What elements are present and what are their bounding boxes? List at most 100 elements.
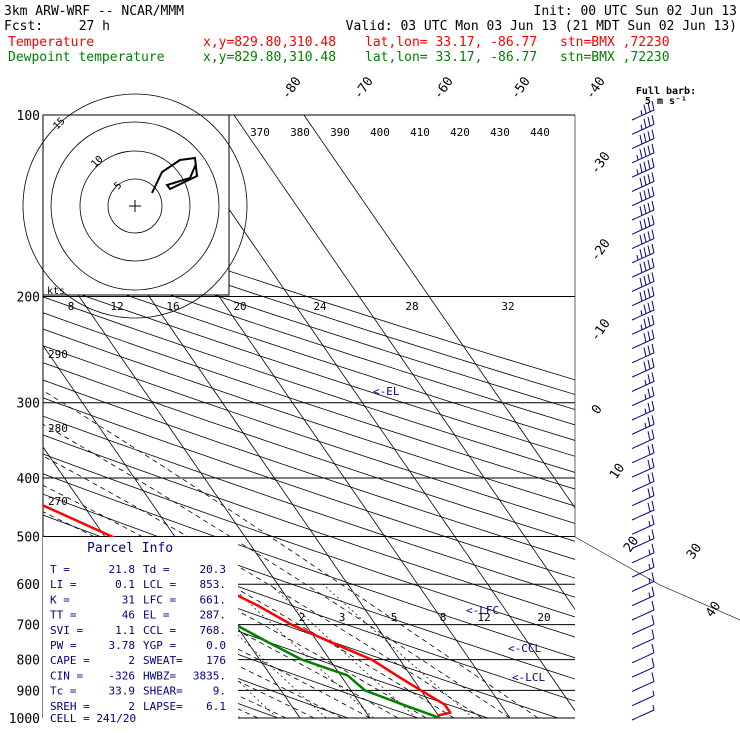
parcel-row-value: 1.1 <box>115 624 135 637</box>
parcel-row-value: 0.0 <box>206 639 226 652</box>
isotherm-line <box>43 243 371 718</box>
init-time: Init: 00 UTC Sun 02 Jun 13 <box>534 4 738 19</box>
wind-barb <box>631 529 655 550</box>
parcel-info-panel: Parcel Info T = 21.8 Td = 20.3 LI = 0.1 LCL = 8… <box>43 537 238 725</box>
dewpoint-profile <box>43 537 441 718</box>
temperature-xy: x,y=829.80,310.48 <box>203 35 336 50</box>
pressure-tick-label: 200 <box>17 291 40 306</box>
parcel-row-label: SHEAR= <box>143 685 183 698</box>
mixing-ratio-label: 2 <box>299 611 306 624</box>
wind-barb <box>631 186 655 207</box>
isotherm-label: -80 <box>279 74 305 102</box>
parcel-row-value: 3835. <box>193 669 226 682</box>
wind-barb <box>631 215 655 235</box>
parcel-row-value: -326 <box>109 669 136 682</box>
parcel-row-value: 853. <box>200 578 227 591</box>
parcel-row-label: CIN = <box>50 669 83 682</box>
wind-barb <box>631 300 655 321</box>
mixing-ratio-label: 12 <box>477 611 490 624</box>
hodograph-ring <box>22 93 248 319</box>
parcel-cell: CELL = 241/20 <box>50 712 136 725</box>
isotherm-label: -20 <box>588 236 614 264</box>
theta-label: 410 <box>410 126 430 139</box>
wind-barb <box>631 443 655 464</box>
temperature-station: stn=BMX ,72230 <box>560 35 670 50</box>
wind-barb <box>631 143 655 164</box>
wind-barb <box>631 100 655 121</box>
parcel-row-label: YGP = <box>143 639 176 652</box>
isotherm-label: 10 <box>607 461 628 482</box>
isotherm-label: -70 <box>351 74 377 102</box>
parcel-row-value: 31 <box>122 593 135 606</box>
dry-adiabat <box>43 236 575 410</box>
dry-adiabat <box>43 434 575 618</box>
model-title: 3km ARW-WRF -- NCAR/MMM <box>4 4 184 19</box>
dewpoint-label: Dewpoint temperature <box>8 50 165 65</box>
isotherm-label: -60 <box>431 74 457 102</box>
wind-barb <box>631 258 655 278</box>
parcel-row-value: 9. <box>213 685 226 698</box>
wind-barb <box>631 458 655 478</box>
wind-barb <box>631 515 655 535</box>
hodograph-units: kts <box>47 286 65 297</box>
wind-barb <box>631 543 655 564</box>
wind-barb <box>631 400 655 421</box>
hodograph-speed-label: 16 <box>166 300 179 313</box>
pressure-tick-label: 300 <box>17 397 40 412</box>
mixing-ratio-label: 3 <box>339 611 346 624</box>
dry-adiabat <box>43 453 575 638</box>
hodograph-ring <box>107 178 163 234</box>
isotherm-line <box>233 115 575 611</box>
full-barb-units: 5 m s⁻¹ <box>645 96 687 107</box>
parcel-row-label: SWEAT= <box>143 654 183 667</box>
parcel-row-value: 21.8 <box>109 563 136 576</box>
parcel-row-label: HWBZ= <box>143 669 176 682</box>
dry-adiabat <box>43 581 419 718</box>
wind-barb <box>631 486 655 507</box>
pressure-tick-label: 400 <box>17 472 40 487</box>
parcel-row-value: 46 <box>122 609 135 622</box>
wind-barb <box>631 372 655 392</box>
parcel-row-label: CCL = <box>143 624 176 637</box>
parcel-row-value: 6.1 <box>206 700 226 713</box>
parcel-row-label: LCL = <box>143 578 176 591</box>
parcel-row-value: 20.3 <box>200 563 227 576</box>
wind-barb <box>631 286 655 307</box>
hodograph-speed-label: 20 <box>233 300 246 313</box>
parcel-row-label: LI = <box>50 578 77 591</box>
wind-barb <box>631 358 655 378</box>
isotherm-line <box>303 115 575 509</box>
parcel-row-value: 287. <box>200 609 227 622</box>
wind-barb <box>631 172 655 192</box>
mixing-ratio-label: 8 <box>440 611 447 624</box>
wind-barb <box>631 329 655 350</box>
wind-barb <box>631 500 655 521</box>
upper-theta-label: 270 <box>48 495 68 508</box>
wind-barbs <box>631 100 655 721</box>
upper-theta-label: 280 <box>48 422 68 435</box>
isotherm-label: -40 <box>583 74 609 102</box>
temperature-legend: Temperature x,y=829.80,310.48 lat,lon= 3… <box>8 35 670 50</box>
dry-adiabat <box>43 250 575 426</box>
wind-barb <box>631 429 655 450</box>
parcel-row-label: LFC = <box>143 593 176 606</box>
pressure-tick-label: 800 <box>17 654 40 669</box>
dry-adiabat <box>43 328 575 507</box>
dewpoint-legend: Dewpoint temperature x,y=829.80,310.48 l… <box>8 50 670 65</box>
wind-barb <box>631 690 655 707</box>
temperature-latlon: lat,lon= 33.17, -86.77 <box>365 35 537 50</box>
wind-barb <box>631 658 655 678</box>
dry-adiabat <box>43 280 575 457</box>
dry-adiabat <box>43 207 575 381</box>
wind-barb <box>631 629 655 650</box>
parcel-row-value: 176 <box>206 654 226 667</box>
dry-adiabat <box>43 415 575 598</box>
dry-adiabat <box>43 265 575 441</box>
wind-barb <box>631 343 655 364</box>
isotherm-label: 20 <box>621 534 642 555</box>
wind-barb <box>631 243 655 264</box>
wind-barb <box>631 586 655 607</box>
isotherm-label: -10 <box>588 316 614 344</box>
parcel-markers: <-EL <-LFC <-CCL <-LCL <box>373 385 545 684</box>
